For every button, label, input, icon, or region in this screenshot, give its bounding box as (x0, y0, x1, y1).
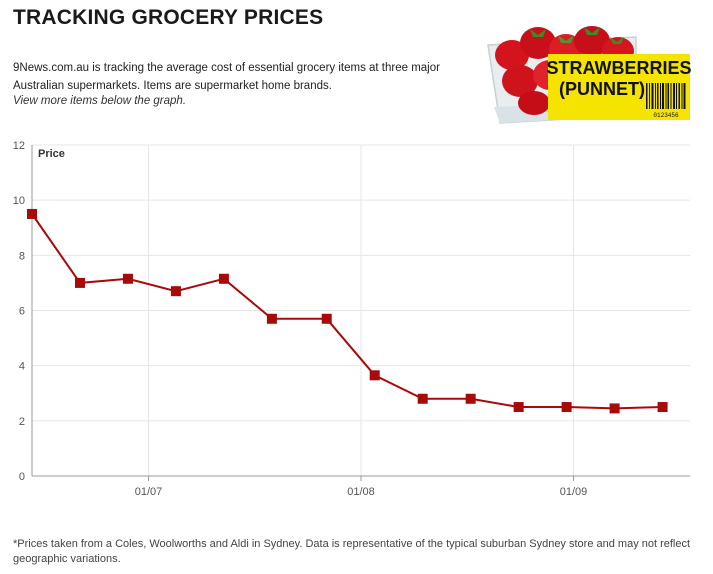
data-point-marker (561, 402, 572, 413)
data-point-marker (321, 313, 332, 324)
product-name-line1: STRAWBERRIES (546, 58, 691, 78)
y-tick-label: 10 (13, 195, 25, 207)
price-line-chart: 0 2 4 6 8 10 12 01/07 01/08 01/09 Price (13, 140, 690, 498)
data-point-marker (657, 402, 668, 413)
page-description: 9News.com.au is tracking the average cos… (13, 62, 440, 92)
data-point-marker (369, 370, 380, 381)
y-axis-label: Price (38, 148, 65, 160)
x-tick-label: 01/09 (560, 486, 588, 498)
price-series (27, 208, 668, 414)
data-point-marker (218, 273, 229, 284)
data-point-marker (74, 277, 85, 288)
y-tick-label: 2 (19, 416, 25, 428)
data-point-marker (465, 393, 476, 404)
x-tick-label: 01/07 (135, 486, 163, 498)
footnote: *Prices taken from a Coles, Woolworths a… (13, 538, 691, 565)
y-tick-label: 12 (13, 140, 25, 152)
data-point-marker (417, 393, 428, 404)
y-tick-label: 0 (19, 471, 25, 483)
view-more-note: View more items below the graph. (13, 95, 187, 107)
data-point-marker (513, 402, 524, 413)
price-line (31, 213, 663, 410)
strawberries-punnet-image: STRAWBERRIES (PUNNET) 0123456 (487, 26, 692, 124)
data-point-marker (122, 273, 133, 284)
data-point-marker (170, 286, 181, 297)
data-point-marker (266, 313, 277, 324)
barcode-icon (646, 83, 686, 109)
product-name-line2: (PUNNET) (559, 79, 645, 99)
barcode-number: 0123456 (653, 112, 679, 119)
data-point-marker (609, 403, 620, 414)
chart-grid (32, 144, 690, 476)
y-tick-label: 8 (19, 250, 25, 262)
x-tick-label: 01/08 (347, 486, 375, 498)
page-title: TRACKING GROCERY PRICES (13, 6, 324, 29)
y-tick-label: 6 (19, 306, 25, 318)
data-point-marker (27, 208, 37, 219)
chart-ticks: 0 2 4 6 8 10 12 01/07 01/08 01/09 (13, 140, 587, 498)
y-tick-label: 4 (19, 361, 25, 373)
